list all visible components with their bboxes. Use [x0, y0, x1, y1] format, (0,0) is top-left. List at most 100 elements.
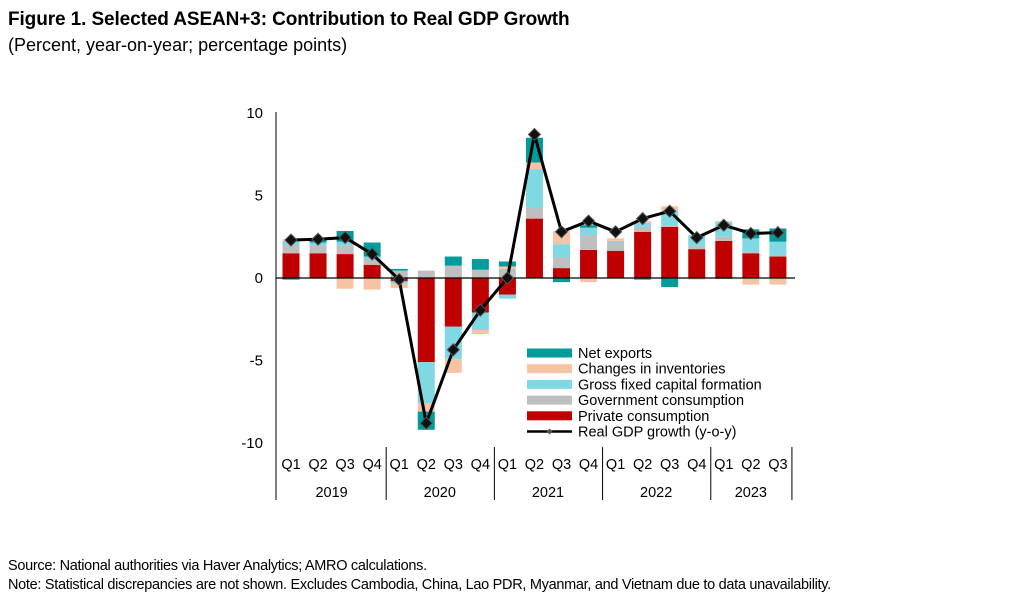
bar-segment-private-consumption	[553, 268, 570, 278]
bar-segment-government-consumption	[634, 226, 652, 232]
chart-subtitle: (Percent, year-on-year; percentage point…	[8, 35, 348, 55]
bar-segment-changes-in-inventories	[688, 278, 706, 280]
bar-segment-government-consumption	[742, 251, 760, 254]
x-axis: Q1 Q2 Q3 Q4 Q1 Q2 Q3 Q4 Q1 Q2 Q3 Q4 Q1 Q2 Q3 Q4 Q1 Q2 Q320…	[281, 447, 793, 501]
bar-segment-net-exports	[444, 256, 462, 266]
bar-segment-changes-in-inventories	[769, 278, 787, 285]
bar-segment-private-consumption	[607, 250, 625, 278]
gdp-point-marker	[717, 218, 731, 232]
gdp-point-marker	[662, 204, 677, 218]
x-tick-label: Q3	[768, 457, 787, 473]
gdp-point-marker	[527, 127, 542, 142]
legend-label: Gross fixed capital formation	[578, 377, 762, 393]
bar-segment-government-consumption	[282, 245, 300, 254]
x-year-label: 2023	[735, 485, 767, 501]
bar-segment-gross-fixed-capital-formation	[498, 294, 516, 299]
gdp-point-marker	[311, 232, 325, 246]
gdp-point-marker	[446, 343, 461, 357]
gdp-point-marker	[473, 303, 488, 317]
y-tick-label: 0	[255, 270, 263, 287]
bar-segment-government-consumption	[607, 242, 625, 251]
bar-segment-net-exports	[390, 268, 408, 271]
gdp-point-marker	[744, 226, 758, 241]
y-tick-label: 10	[246, 105, 263, 122]
bar-segment-government-consumption	[769, 254, 787, 257]
bar-segment-private-consumption	[444, 278, 462, 327]
source-note: Source: National authorities via Haver A…	[8, 558, 427, 574]
bar-segment-private-consumption	[688, 249, 706, 278]
x-tick-label: Q2	[525, 457, 544, 473]
bar-segment-changes-in-inventories	[742, 278, 760, 285]
y-axis: 10 5 0 -5 -10	[241, 105, 277, 500]
bar-segment-net-exports	[661, 278, 679, 288]
bar-segment-government-consumption	[363, 259, 381, 265]
bar-segment-government-consumption	[580, 235, 598, 250]
bar-segment-government-consumption	[336, 245, 354, 255]
bar-segment-net-exports	[282, 278, 300, 280]
bar-segment-private-consumption	[282, 253, 300, 278]
bar-segment-changes-in-inventories	[417, 403, 435, 412]
bar-segment-net-exports	[634, 278, 652, 280]
legend-label: Government consumption	[578, 393, 744, 409]
legend-marker	[546, 428, 553, 435]
y-tick-label: -10	[241, 435, 263, 452]
legend-swatch	[527, 395, 572, 405]
bar-segment-government-consumption	[525, 207, 543, 219]
x-tick-label: Q1	[606, 457, 625, 473]
legend-swatch	[527, 411, 572, 421]
x-year-label: 2021	[532, 485, 564, 501]
bar-segment-government-consumption	[471, 269, 489, 278]
bar-segment-private-consumption	[336, 254, 354, 278]
x-year-label: 2022	[640, 485, 672, 501]
gdp-line-layer	[284, 127, 785, 430]
x-tick-label: Q1	[390, 457, 409, 473]
gdp-point-marker	[500, 271, 515, 285]
bar-segment-government-consumption	[553, 257, 570, 269]
bar-segment-private-consumption	[363, 264, 381, 278]
bar-segment-gross-fixed-capital-formation	[580, 227, 598, 236]
bar-segment-changes-in-inventories	[607, 238, 625, 241]
x-tick-label: Q4	[579, 457, 598, 473]
gdp-point-marker	[771, 225, 785, 240]
gdp-point-marker	[635, 211, 650, 226]
x-tick-label: Q1	[714, 457, 733, 473]
x-tick-label: Q3	[660, 457, 679, 473]
x-tick-label: Q2	[741, 457, 760, 473]
bar-segment-gross-fixed-capital-formation	[607, 240, 625, 243]
gdp-point-marker	[690, 230, 704, 245]
bar-segment-private-consumption	[580, 249, 598, 278]
bar-segment-private-consumption	[634, 231, 652, 278]
y-tick-label: 5	[255, 188, 263, 205]
bars-layer	[282, 137, 787, 430]
x-tick-label: Q2	[308, 457, 327, 473]
bar-segment-government-consumption	[444, 265, 462, 278]
bar-segment-changes-in-inventories	[471, 329, 489, 335]
legend-label: Private consumption	[578, 409, 709, 425]
gdp-point-marker	[419, 416, 433, 430]
gdp-point-marker	[608, 225, 623, 239]
gdp-point-marker	[365, 247, 379, 261]
gdp-point-marker	[581, 214, 596, 228]
bar-segment-government-consumption	[661, 225, 679, 227]
gdp-point-marker	[284, 233, 298, 247]
gdp-point-marker	[554, 225, 569, 239]
bar-segment-government-consumption	[688, 245, 706, 250]
bar-segment-private-consumption	[661, 226, 679, 278]
bar-segment-private-consumption	[769, 256, 787, 278]
bar-segment-gross-fixed-capital-formation	[525, 169, 543, 208]
bar-segment-private-consumption	[715, 240, 733, 278]
x-tick-label: Q1	[498, 457, 517, 473]
bar-segment-changes-in-inventories	[498, 266, 516, 269]
x-tick-label: Q4	[362, 457, 381, 473]
x-tick-label: Q2	[633, 457, 652, 473]
bar-segment-private-consumption	[525, 218, 543, 278]
bar-segment-government-consumption	[417, 270, 435, 278]
bar-segment-net-exports	[498, 261, 516, 267]
bar-segment-government-consumption	[309, 245, 327, 254]
legend-swatch	[527, 364, 572, 374]
chart-title: Figure 1. Selected ASEAN+3: Contribution…	[8, 9, 570, 30]
legend-label: Changes in inventories	[578, 362, 726, 378]
footnote: Note: Statistical discrepancies are not …	[8, 577, 831, 593]
bar-segment-changes-in-inventories	[525, 162, 543, 170]
